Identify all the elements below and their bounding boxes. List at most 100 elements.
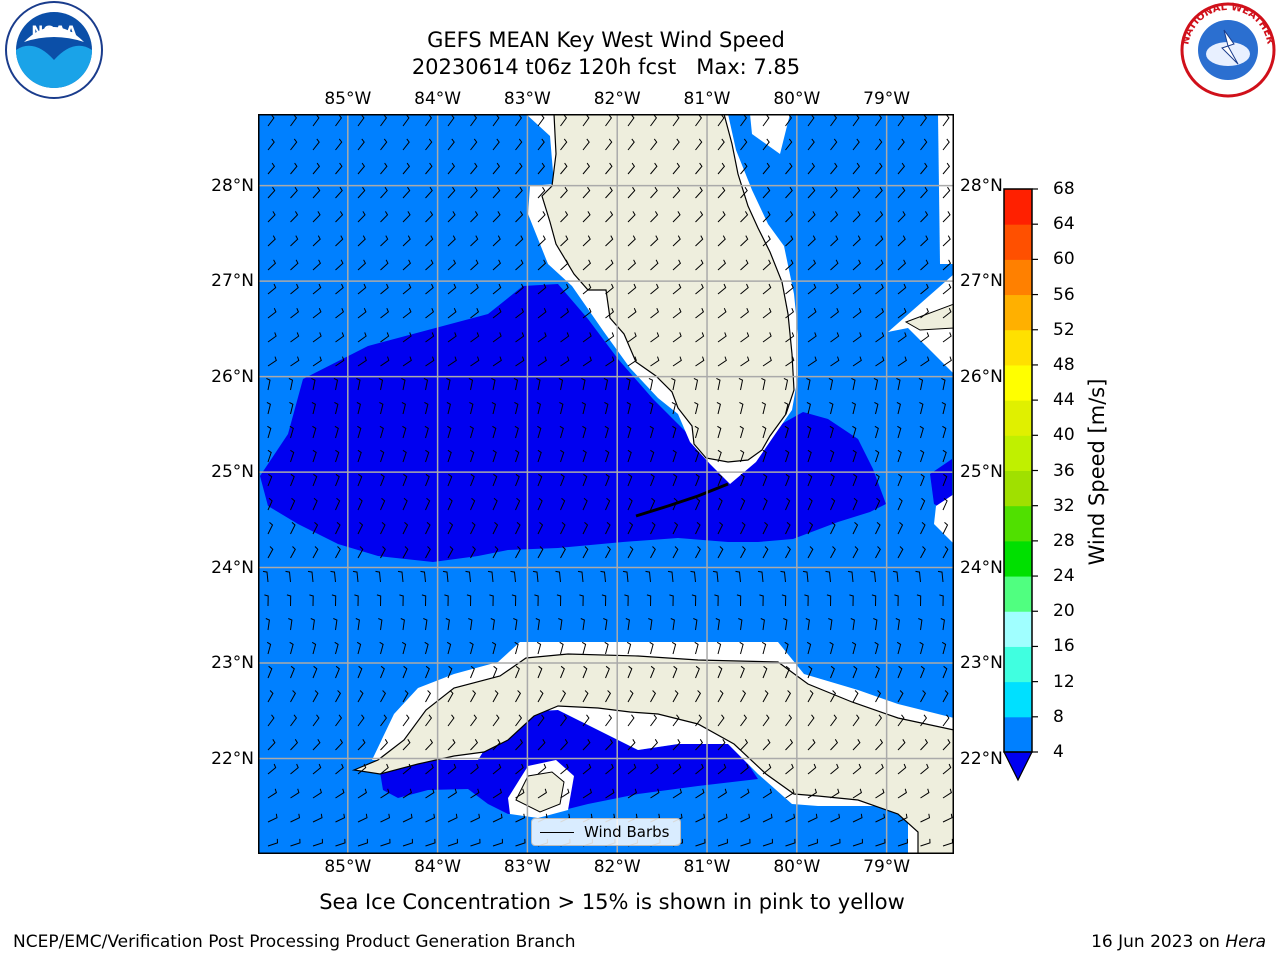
- wind-barb: [532, 570, 539, 583]
- wind-barb: [717, 763, 727, 775]
- wind-barb: [875, 473, 880, 487]
- wind-barb: [492, 813, 503, 823]
- lon-tick-label-bottom: 84°W: [414, 857, 462, 877]
- wind-barb: [942, 425, 947, 439]
- wind-barb: [267, 813, 278, 823]
- wind-barb: [380, 473, 385, 487]
- wind-barb: [335, 473, 340, 487]
- wind-barb: [920, 473, 925, 487]
- wind-barb: [919, 401, 924, 415]
- wind-barb: [920, 690, 927, 703]
- wind-barb: [605, 739, 614, 751]
- colorbar-tick-label: 56: [1053, 284, 1075, 305]
- wind-barb: [672, 235, 681, 247]
- colorbar-tick-label: 52: [1053, 319, 1075, 340]
- wind-barb: [875, 690, 882, 703]
- bahamas-buffer-3: [750, 114, 790, 154]
- wind-barb: [627, 259, 637, 271]
- wind-barb: [875, 211, 884, 223]
- wind-barb: [582, 497, 588, 511]
- wind-barb: [470, 497, 476, 511]
- wind-barb: [830, 690, 837, 703]
- wind-barb: [916, 594, 922, 607]
- wind-barb: [648, 377, 654, 391]
- wind-barb: [515, 739, 524, 751]
- wind-barb: [942, 497, 948, 511]
- wind-barb: [290, 259, 299, 271]
- wind-barb: [897, 665, 903, 679]
- wind-barb: [511, 594, 517, 607]
- wind-barb: [423, 377, 429, 391]
- wind-barb: [828, 377, 834, 391]
- wind-barb: [357, 211, 366, 223]
- wind-barb: [425, 186, 433, 199]
- footer-date-text: 16 Jun 2023 on: [1091, 932, 1220, 952]
- wind-barb: [897, 138, 905, 151]
- wind-barb: [400, 618, 405, 631]
- wind-barb: [875, 114, 883, 127]
- wind-barb: [897, 714, 905, 727]
- wind-barb: [560, 788, 570, 799]
- wind-barb: [672, 546, 679, 559]
- wind-barb: [267, 332, 277, 343]
- wind-barb: [605, 186, 613, 199]
- wind-barb: [672, 739, 681, 751]
- wind-barb: [852, 332, 862, 343]
- wind-barb: [807, 259, 817, 271]
- wind-barb: [807, 283, 817, 295]
- wind-barb: [266, 401, 271, 415]
- bahamas-buffer-2: [934, 494, 954, 544]
- wind-barb: [875, 308, 885, 319]
- wind-barb: [515, 332, 525, 343]
- wind-barb: [312, 114, 320, 127]
- wind-barb: [627, 211, 636, 223]
- wind-barb: [942, 308, 952, 319]
- wind-barb: [695, 259, 704, 271]
- wind-barb: [425, 522, 431, 535]
- wind-barb: [694, 401, 699, 415]
- wind-barb: [447, 259, 457, 271]
- wind-barb: [650, 211, 659, 223]
- wind-barb: [762, 838, 774, 847]
- wind-barb: [897, 763, 907, 775]
- wind-barb: [626, 641, 632, 655]
- wind-barb: [335, 690, 342, 703]
- wind-barb: [425, 162, 433, 175]
- wind-barb: [740, 308, 750, 319]
- wind-barb: [357, 714, 365, 727]
- wind-barb: [424, 401, 429, 415]
- wind-barb: [447, 497, 453, 511]
- wind-barb: [830, 714, 838, 727]
- wind-barb: [537, 283, 547, 295]
- wind-barb: [785, 449, 790, 463]
- wind-barb: [605, 788, 615, 799]
- wind-barb: [830, 283, 839, 295]
- wind-barb: [425, 449, 430, 463]
- wind-barb: [357, 449, 362, 463]
- wind-barb: [695, 211, 704, 223]
- map-frame: [258, 114, 954, 854]
- wind-barb: [605, 235, 614, 247]
- colorbar-tick-label: 40: [1053, 425, 1075, 446]
- colorbar-tick-label: 32: [1053, 495, 1075, 516]
- wind-barb: [267, 114, 275, 127]
- wind-barb: [875, 162, 883, 175]
- wind-barb: [717, 425, 722, 439]
- wind-barb: [695, 308, 705, 319]
- wind-barb: [335, 522, 341, 535]
- colorbar-segment: [1004, 400, 1032, 436]
- wind-barb: [560, 690, 567, 703]
- wind-barb: [267, 356, 277, 367]
- wind-barb: [537, 522, 544, 535]
- wind-barb: [290, 235, 299, 247]
- colorbar-segment: [1004, 224, 1032, 260]
- wind-barb: [897, 235, 906, 247]
- colorbar-tick-label: 20: [1053, 601, 1075, 622]
- wind-barb: [600, 570, 606, 583]
- wind-barb: [807, 162, 816, 175]
- wind-barb: [537, 714, 545, 727]
- wind-barb: [807, 788, 817, 799]
- lon-tick-label-top: 80°W: [773, 89, 821, 109]
- wind-barb: [761, 401, 766, 415]
- wind-barb: [852, 739, 861, 751]
